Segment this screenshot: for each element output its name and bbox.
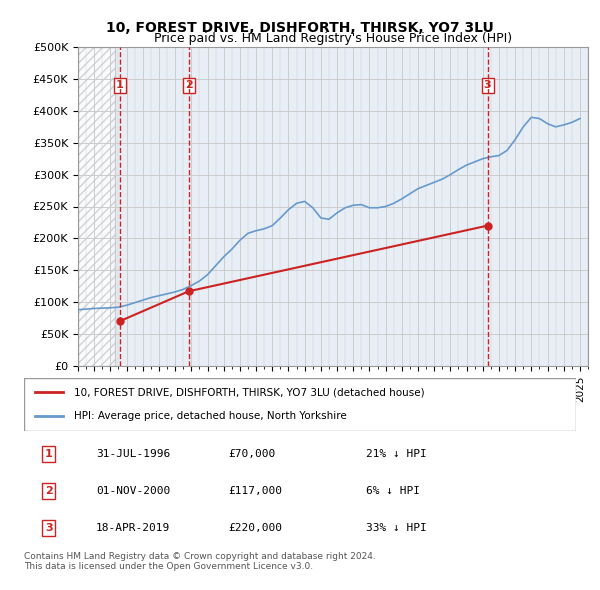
Text: £70,000: £70,000 <box>228 449 275 459</box>
Point <box>115 316 125 326</box>
Title: Price paid vs. HM Land Registry's House Price Index (HPI): Price paid vs. HM Land Registry's House … <box>154 32 512 45</box>
Text: 6% ↓ HPI: 6% ↓ HPI <box>366 486 420 496</box>
Text: 2: 2 <box>185 80 193 90</box>
Text: 3: 3 <box>45 523 53 533</box>
Text: 1: 1 <box>116 80 124 90</box>
Text: £220,000: £220,000 <box>228 523 282 533</box>
FancyBboxPatch shape <box>24 378 576 431</box>
Text: HPI: Average price, detached house, North Yorkshire: HPI: Average price, detached house, Nort… <box>74 411 346 421</box>
Text: £117,000: £117,000 <box>228 486 282 496</box>
Text: 21% ↓ HPI: 21% ↓ HPI <box>366 449 427 459</box>
Bar <box>78 47 110 366</box>
Text: 1: 1 <box>45 449 53 459</box>
Text: Contains HM Land Registry data © Crown copyright and database right 2024.
This d: Contains HM Land Registry data © Crown c… <box>24 552 376 571</box>
Text: 10, FOREST DRIVE, DISHFORTH, THIRSK, YO7 3LU: 10, FOREST DRIVE, DISHFORTH, THIRSK, YO7… <box>106 21 494 35</box>
Text: 10, FOREST DRIVE, DISHFORTH, THIRSK, YO7 3LU (detached house): 10, FOREST DRIVE, DISHFORTH, THIRSK, YO7… <box>74 388 424 398</box>
Text: 2: 2 <box>45 486 53 496</box>
Text: 31-JUL-1996: 31-JUL-1996 <box>96 449 170 459</box>
Point <box>184 287 194 296</box>
Text: 33% ↓ HPI: 33% ↓ HPI <box>366 523 427 533</box>
Text: 18-APR-2019: 18-APR-2019 <box>96 523 170 533</box>
Point <box>483 221 493 230</box>
Text: 3: 3 <box>484 80 491 90</box>
Text: 01-NOV-2000: 01-NOV-2000 <box>96 486 170 496</box>
Bar <box>78 47 115 366</box>
